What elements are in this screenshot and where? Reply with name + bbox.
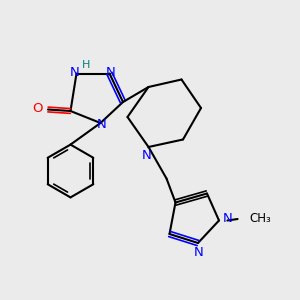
Text: N: N bbox=[106, 65, 116, 79]
Text: N: N bbox=[142, 149, 152, 162]
Text: H: H bbox=[82, 60, 90, 70]
Text: N: N bbox=[194, 245, 203, 259]
Text: CH₃: CH₃ bbox=[250, 212, 271, 226]
Text: O: O bbox=[32, 101, 43, 115]
Text: N: N bbox=[97, 118, 107, 131]
Text: N: N bbox=[70, 65, 80, 79]
Text: N: N bbox=[223, 212, 233, 226]
